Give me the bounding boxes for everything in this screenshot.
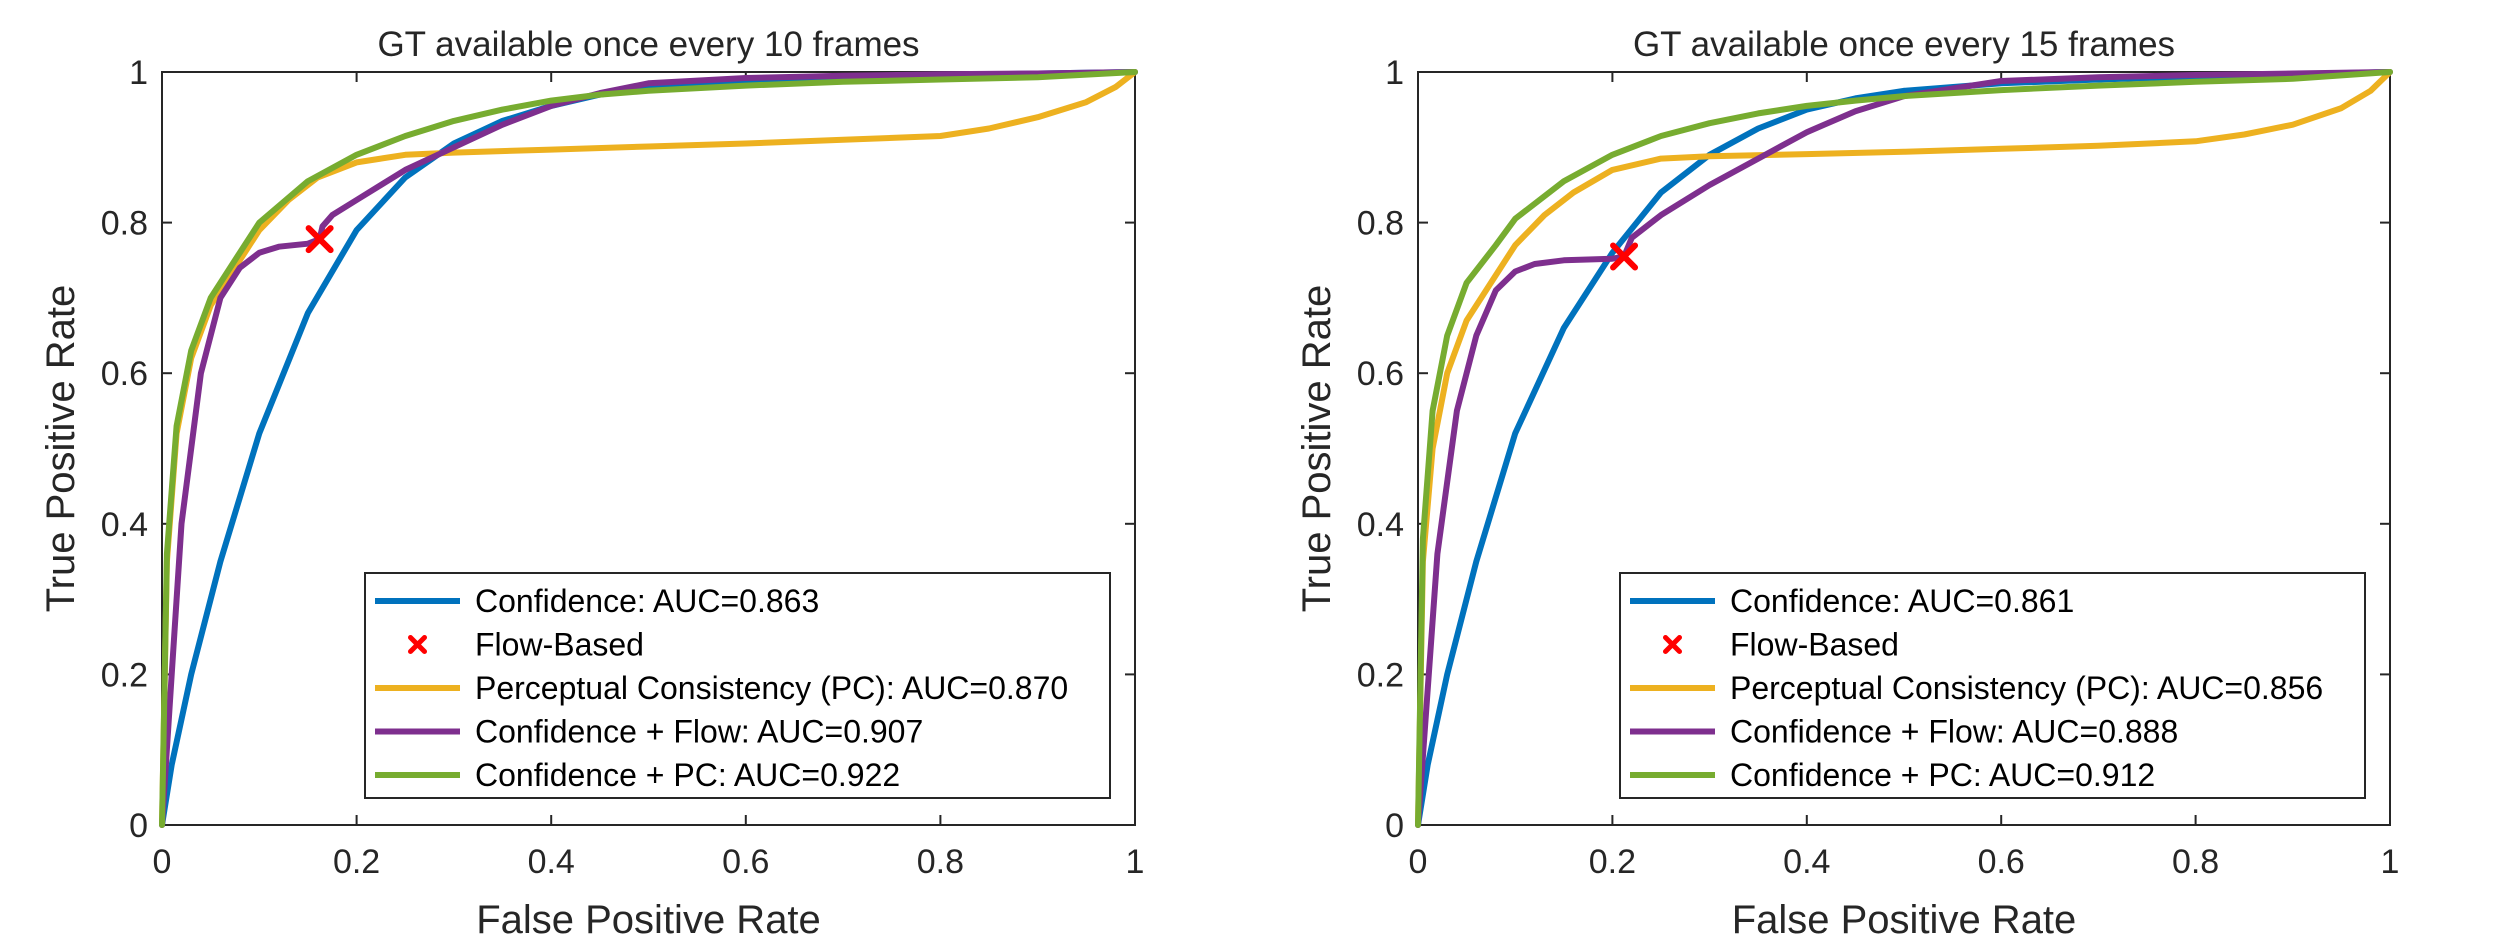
x-tick-label: 1: [2381, 843, 2400, 881]
legend: Confidence: AUC=0.863 Flow-Based Perceptua…: [364, 572, 1111, 799]
legend-entry-label: Confidence + PC: AUC=0.922: [475, 757, 900, 793]
series-line-4: [1415, 69, 2393, 828]
legend-entry-label: Flow-Based: [1730, 627, 1899, 663]
chart-title: GT available once every 10 frames: [377, 25, 919, 64]
y-tick-label: 1: [1385, 54, 1404, 92]
x-tick-label: 0.6: [1978, 843, 2025, 881]
legend: Confidence: AUC=0.861 Flow-Based Perceptua…: [1619, 572, 2366, 799]
legend-entry-label: Confidence: AUC=0.863: [475, 583, 819, 619]
y-tick-label: 0: [129, 807, 148, 845]
legend-box: [364, 572, 1111, 799]
x-tick-label: 0.2: [333, 843, 380, 881]
x-tick-label: 0: [1409, 843, 1428, 881]
x-tick-label: 0.8: [2172, 843, 2219, 881]
flow-based-marker: [305, 225, 334, 254]
x-axis-label: False Positive Rate: [476, 898, 821, 937]
legend-entry-label: Confidence + Flow: AUC=0.888: [1730, 714, 2178, 750]
series-line-3: [1415, 69, 2393, 828]
series-line-4: [159, 69, 1138, 828]
legend-box: [1619, 572, 2366, 799]
y-tick-label: 0.2: [101, 656, 148, 694]
y-axis-label: True Positive Rate: [39, 285, 83, 613]
legend-swatch-flow-based: [408, 635, 427, 654]
chart-title: GT available once every 15 frames: [1633, 25, 2175, 64]
y-tick-label: 0.4: [1357, 506, 1404, 544]
x-tick-label: 0.8: [917, 843, 964, 881]
legend-entry-label: Perceptual Consistency (PC): AUC=0.856: [1730, 670, 2323, 706]
y-tick-label: 0.6: [101, 355, 148, 393]
y-tick-label: 0.2: [1357, 656, 1404, 694]
x-tick-label: 1: [1126, 843, 1145, 881]
legend-entry-label: Flow-Based: [475, 627, 644, 663]
legend-entry-label: Confidence + PC: AUC=0.912: [1730, 757, 2155, 793]
y-tick-label: 1: [129, 54, 148, 92]
series-line-5: [1415, 69, 2393, 828]
y-tick-label: 0.8: [1357, 205, 1404, 243]
x-tick-label: 0: [153, 843, 172, 881]
legend-entry-label: Perceptual Consistency (PC): AUC=0.870: [475, 670, 1068, 706]
legend-swatch-flow-based: [1663, 635, 1682, 654]
y-tick-label: 0: [1385, 807, 1404, 845]
legend-entry-label: Confidence + Flow: AUC=0.907: [475, 714, 923, 750]
roc-chart-1: 0 0.2 0.4 0.6 0.8 1 0 0.2 0.4 0.6 0.8 1 GT available…: [39, 25, 1144, 937]
y-tick-label: 0.4: [101, 506, 148, 544]
x-tick-label: 0.2: [1589, 843, 1636, 881]
x-tick-label: 0.4: [528, 843, 575, 881]
x-tick-label: 0.4: [1783, 843, 1830, 881]
series-line-5: [159, 69, 1138, 828]
y-tick-label: 0.8: [101, 205, 148, 243]
flow-based-marker: [1610, 242, 1639, 271]
y-axis-label: True Positive Rate: [1295, 285, 1339, 613]
x-axis-label: False Positive Rate: [1732, 898, 2077, 937]
roc-chart-2: 0 0.2 0.4 0.6 0.8 1 0 0.2 0.4 0.6 0.8 1 GT available…: [1295, 25, 2399, 937]
x-tick-label: 0.6: [722, 843, 769, 881]
y-tick-label: 0.6: [1357, 355, 1404, 393]
legend-entry-label: Confidence: AUC=0.861: [1730, 583, 2074, 619]
